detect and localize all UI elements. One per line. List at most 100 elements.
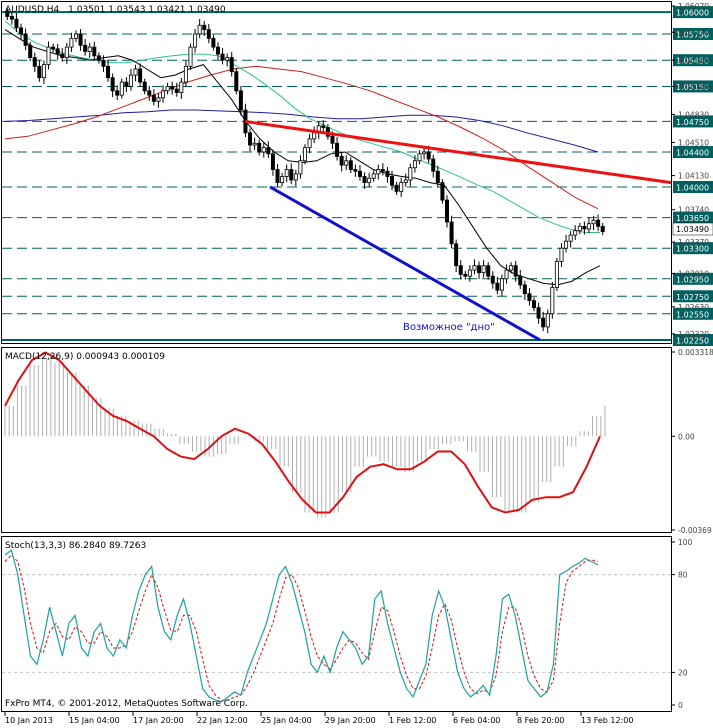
candle-body <box>32 57 37 67</box>
level-label-bg <box>673 54 713 67</box>
level-label-bg <box>673 115 713 128</box>
time-tick-label: 6 Feb 04:00 <box>453 716 500 725</box>
chart-ohlc: 1.03501 1.03543 1.03421 1.03490 <box>68 5 226 15</box>
candle-body <box>477 265 482 274</box>
candle-body <box>367 177 372 184</box>
time-tick-label: 22 Jan 12:00 <box>197 716 248 725</box>
price-tick-label: 1.03370 <box>678 238 709 247</box>
level-label-bg <box>673 27 713 40</box>
level-label: 1.03650 <box>676 214 709 223</box>
price-tick-label: 1.05770 <box>678 28 709 37</box>
price-level-lines: 1.06000 1.05750 1.05450 1.05150 1.04750 1.044… <box>2 6 713 346</box>
candle-body <box>170 86 175 90</box>
candle-body <box>225 57 230 61</box>
candle-body <box>92 46 97 57</box>
candle-body <box>252 142 257 146</box>
candle-body <box>215 46 220 55</box>
candle-body <box>362 176 367 184</box>
ma-blue-line <box>4 109 599 153</box>
candle-body <box>106 65 111 79</box>
candle-body <box>559 247 564 262</box>
candle-body <box>513 265 518 277</box>
candle-body <box>541 317 546 328</box>
candle-body <box>591 219 596 225</box>
stoch-axis-ticks: 100 80 20 0 <box>671 538 693 710</box>
candle-body <box>202 24 207 31</box>
price-tick-label: 1.03010 <box>678 270 709 279</box>
candle-body <box>220 53 225 61</box>
stoch-tick-label: 0 <box>678 701 683 710</box>
candle-body <box>403 179 408 184</box>
candle-body <box>138 68 143 83</box>
candle-body <box>46 46 51 65</box>
macd-signal <box>4 351 601 514</box>
candle-body <box>596 219 601 227</box>
price-tick-label: 1.04510 <box>678 138 709 147</box>
level-label-bg <box>673 146 713 159</box>
candle-body <box>229 57 234 72</box>
candle-body <box>509 265 514 271</box>
level-label: 1.03300 <box>676 245 709 254</box>
candle-body <box>128 74 133 87</box>
candle-body <box>73 33 78 39</box>
candle-body <box>133 68 138 76</box>
support-trendline <box>269 185 541 342</box>
candle-body <box>78 33 83 46</box>
copyright-footer: FxPro MT4, © 2001-2012, MetaQuotes Softw… <box>5 699 248 709</box>
macd-signal-line <box>4 351 601 514</box>
candle-body <box>206 29 211 39</box>
candle-body <box>458 265 463 275</box>
time-tick-label: 8 Feb 20:00 <box>517 716 564 725</box>
candle-body <box>293 173 298 181</box>
candle-body <box>518 275 523 286</box>
price-tick-label: 1.02630 <box>678 303 709 312</box>
candle-body <box>486 265 491 277</box>
level-label-bg <box>673 272 713 285</box>
level-label-bg <box>673 242 713 255</box>
candle-body <box>348 160 353 170</box>
candle-body <box>499 278 504 291</box>
candle-body <box>266 147 271 155</box>
candle-body <box>417 153 422 162</box>
candle-body <box>41 64 46 79</box>
candle-body <box>371 173 376 179</box>
candle-body <box>307 138 312 149</box>
resistance-trendline <box>244 119 672 185</box>
candle-body <box>101 59 106 67</box>
candle-body <box>390 176 395 186</box>
candle-body <box>582 225 587 230</box>
candle-body <box>298 160 303 175</box>
candle-body <box>527 293 532 302</box>
macd-tick-label: 0.003318 <box>678 348 713 357</box>
level-label-bg <box>673 307 713 320</box>
stoch-panel-frame <box>1 536 672 712</box>
macd-axis-ticks: 0.003318 0.00 -0.00369 <box>671 348 713 535</box>
candle-body <box>37 65 42 79</box>
candle-body <box>87 46 92 52</box>
candle-body <box>394 184 399 192</box>
level-label: 1.02250 <box>676 337 709 346</box>
level-label: 1.05750 <box>676 30 709 39</box>
candle-body <box>161 90 166 99</box>
stoch-signal-line <box>4 554 599 701</box>
candle-body <box>211 37 216 48</box>
price-tick-label: 1.05150 <box>678 82 709 91</box>
candle-body <box>522 284 527 295</box>
candle-body <box>280 176 285 184</box>
candle-body <box>376 169 381 175</box>
stoch-lines <box>2 549 671 703</box>
candle-body <box>321 125 326 128</box>
price-tick-label: 1.02320 <box>678 330 709 339</box>
candle-body <box>550 287 555 315</box>
candle-body <box>156 97 161 102</box>
level-label-bg <box>673 180 713 193</box>
chart-header: AUDUSD,H4 1.03501 1.03543 1.03421 1.0349… <box>5 5 226 15</box>
price-tick-label: 1.05450 <box>678 56 709 65</box>
candle-body <box>536 307 541 319</box>
candle-body <box>183 65 188 83</box>
candle-body <box>124 81 129 87</box>
level-label-bg <box>673 211 713 224</box>
level-label: 1.02950 <box>676 275 709 284</box>
candle-body <box>197 24 202 35</box>
